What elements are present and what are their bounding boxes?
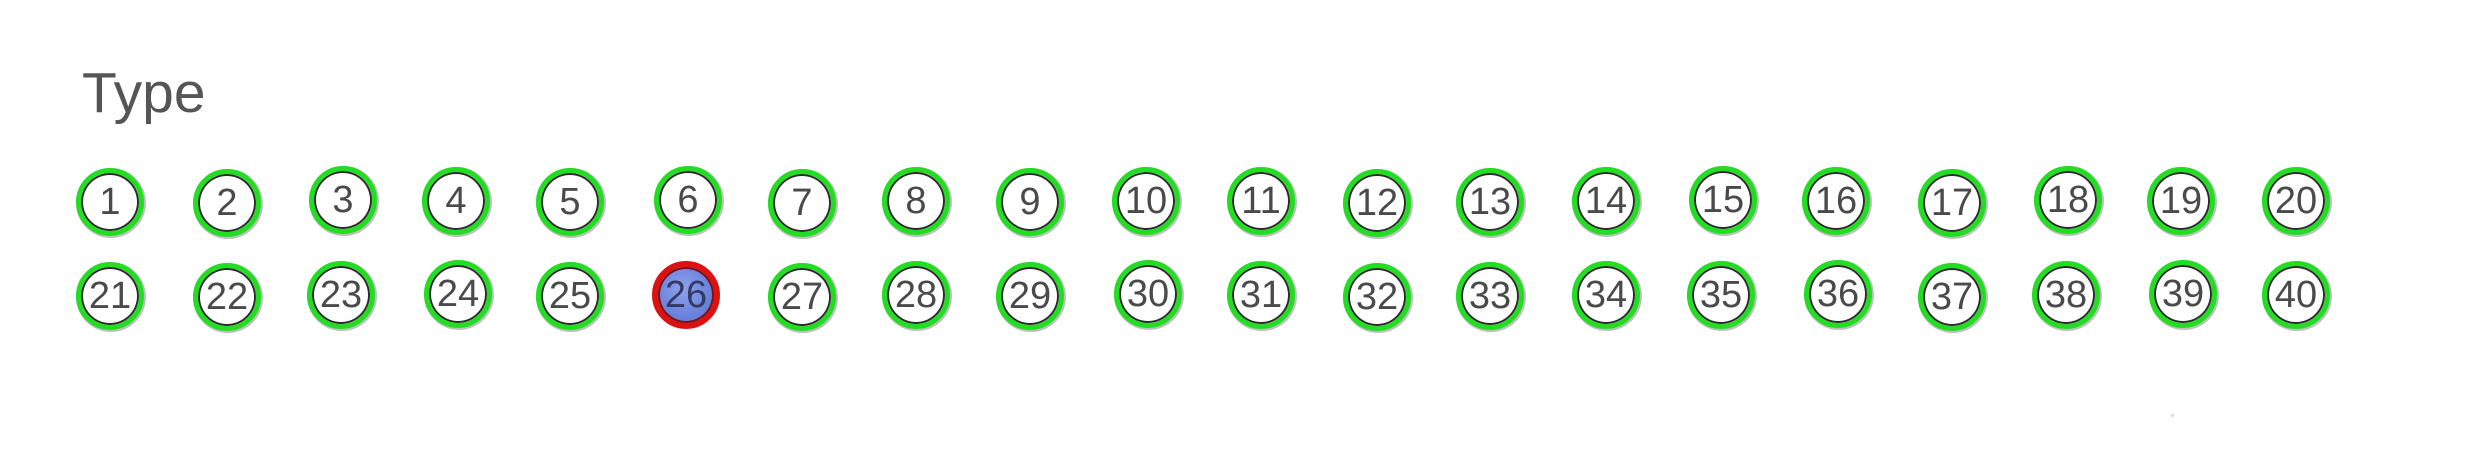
bubble-label: 36	[1816, 273, 1860, 315]
bubble-label: 19	[2159, 180, 2203, 222]
bubble-label: 16	[1814, 180, 1858, 222]
bubble-option-4[interactable]: 4	[422, 167, 490, 235]
bubble-label: 32	[1355, 276, 1399, 318]
bubble-label: 1	[99, 181, 121, 223]
bubble-label: 37	[1930, 276, 1974, 318]
bubble-option-35[interactable]: 35	[1687, 261, 1755, 329]
bubble-label: 39	[2161, 273, 2205, 315]
bubble-option-25[interactable]: 25	[536, 262, 604, 330]
bubble-option-13[interactable]: 13	[1456, 168, 1524, 236]
bubble-option-10[interactable]: 10	[1112, 167, 1180, 235]
bubble-option-11[interactable]: 11	[1227, 167, 1295, 235]
bubble-option-28[interactable]: 28	[882, 261, 950, 329]
bubble-option-17[interactable]: 17	[1918, 169, 1986, 237]
bubble-option-8[interactable]: 8	[882, 167, 950, 235]
bubble-option-20[interactable]: 20	[2262, 167, 2330, 235]
bubble-label: 35	[1699, 274, 1743, 316]
bubble-label: 23	[319, 274, 363, 316]
bubble-option-39[interactable]: 39	[2149, 260, 2217, 328]
bubble-option-29[interactable]: 29	[996, 262, 1064, 330]
bubble-option-16[interactable]: 16	[1802, 167, 1870, 235]
bubble-option-33[interactable]: 33	[1456, 262, 1524, 330]
bubble-option-2[interactable]: 2	[193, 169, 261, 237]
bubble-option-23[interactable]: 23	[307, 261, 375, 329]
bubble-label: 30	[1126, 273, 1170, 315]
bubble-label: 31	[1239, 274, 1283, 316]
bubble-option-6[interactable]: 6	[654, 166, 722, 234]
bubble-option-18[interactable]: 18	[2034, 166, 2102, 234]
bubble-label: 5	[559, 181, 581, 223]
bubble-option-27[interactable]: 27	[768, 263, 836, 331]
bubble-option-38[interactable]: 38	[2032, 261, 2100, 329]
bubble-option-31[interactable]: 31	[1227, 261, 1295, 329]
bubble-label: 3	[332, 179, 354, 221]
bubble-label: 11	[1241, 180, 1281, 222]
bubble-option-24[interactable]: 24	[424, 260, 492, 328]
bubble-label: 27	[780, 276, 824, 318]
bubble-option-19[interactable]: 19	[2147, 167, 2215, 235]
bubble-option-14[interactable]: 14	[1572, 167, 1640, 235]
bubble-label: 4	[445, 180, 467, 222]
bubble-option-32[interactable]: 32	[1343, 263, 1411, 331]
bubble-label: 20	[2274, 180, 2318, 222]
bubble-label: 8	[905, 180, 927, 222]
bubble-label: 7	[791, 182, 813, 224]
bubble-option-26-selected[interactable]: 26	[652, 261, 720, 329]
bubble-option-22[interactable]: 22	[193, 263, 261, 331]
bubble-label: 12	[1355, 182, 1399, 224]
bubble-label: 2	[216, 182, 238, 224]
bubble-option-12[interactable]: 12	[1343, 169, 1411, 237]
bubble-label: 26	[664, 274, 708, 316]
bubble-label: 22	[205, 276, 249, 318]
bubble-label: 15	[1701, 179, 1745, 221]
bubble-label: 28	[894, 274, 938, 316]
type-bubble-grid: 1 2 3 4 5 6 7 8 9 10 11 12 13 14 15 16 1…	[76, 166, 2357, 331]
bubble-label: 9	[1019, 181, 1041, 223]
stray-mark	[2171, 414, 2174, 417]
bubble-label: 24	[436, 273, 480, 315]
bubble-option-30[interactable]: 30	[1114, 260, 1182, 328]
bubble-option-36[interactable]: 36	[1804, 260, 1872, 328]
bubble-label: 40	[2274, 274, 2318, 316]
bubble-label: 25	[548, 275, 592, 317]
bubble-label: 17	[1930, 182, 1974, 224]
bubble-option-15[interactable]: 15	[1689, 166, 1757, 234]
bubble-label: 13	[1468, 181, 1512, 223]
bubble-label: 38	[2044, 274, 2088, 316]
bubble-label: 14	[1584, 180, 1628, 222]
bubble-label: 6	[677, 179, 699, 221]
section-title: Type	[82, 61, 206, 125]
bubble-option-1[interactable]: 1	[76, 168, 144, 236]
bubble-label: 21	[88, 275, 132, 317]
bubble-label: 18	[2046, 179, 2090, 221]
bubble-option-21[interactable]: 21	[76, 262, 144, 330]
bubble-option-3[interactable]: 3	[309, 166, 377, 234]
bubble-option-7[interactable]: 7	[768, 169, 836, 237]
bubble-label: 34	[1584, 274, 1628, 316]
bubble-option-9[interactable]: 9	[996, 168, 1064, 236]
bubble-option-34[interactable]: 34	[1572, 261, 1640, 329]
bubble-option-40[interactable]: 40	[2262, 261, 2330, 329]
bubble-label: 29	[1008, 275, 1052, 317]
bubble-option-37[interactable]: 37	[1918, 263, 1986, 331]
bubble-label: 33	[1468, 275, 1512, 317]
bubble-label: 10	[1124, 180, 1168, 222]
bubble-option-5[interactable]: 5	[536, 168, 604, 236]
